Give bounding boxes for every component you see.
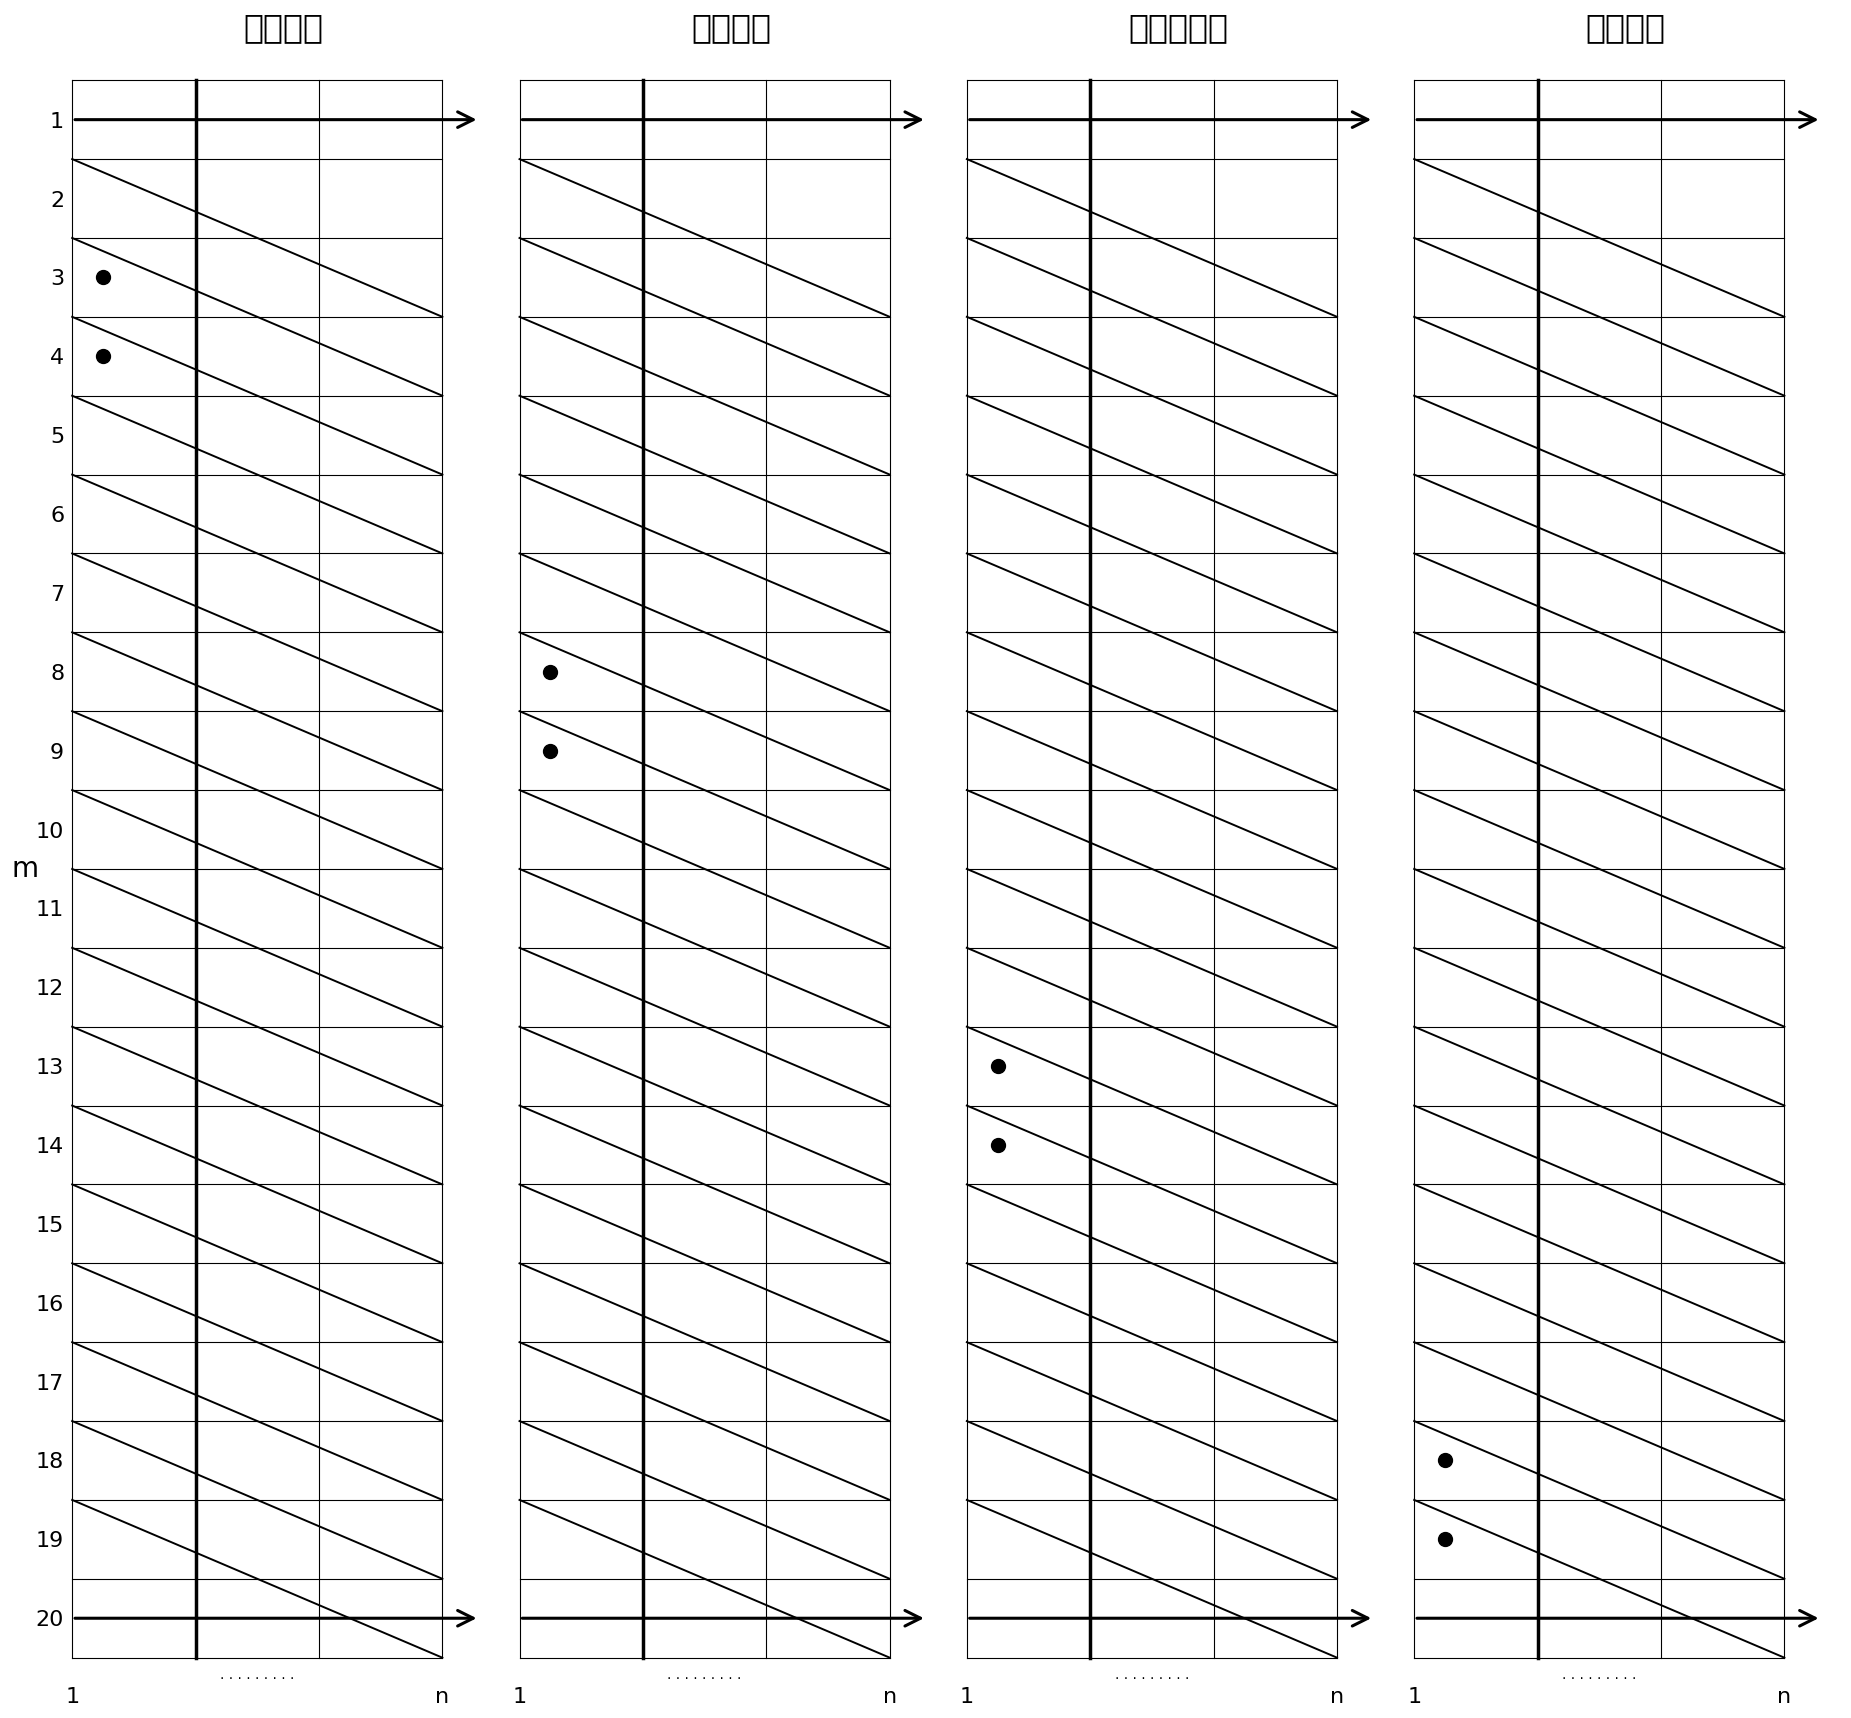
Y-axis label: m: m bbox=[11, 856, 39, 883]
Point bbox=[1431, 1526, 1460, 1553]
Title: 品红色通道: 品红色通道 bbox=[1129, 10, 1229, 45]
Point bbox=[535, 658, 565, 685]
Text: . . . . . . . . .: . . . . . . . . . bbox=[1562, 1668, 1636, 1682]
Text: . . . . . . . . .: . . . . . . . . . bbox=[668, 1668, 742, 1682]
Point bbox=[1431, 1447, 1460, 1474]
Point bbox=[535, 737, 565, 765]
Title: 黄色通道: 黄色通道 bbox=[1586, 10, 1666, 45]
Text: . . . . . . . . .: . . . . . . . . . bbox=[220, 1668, 294, 1682]
Point bbox=[983, 1130, 1012, 1158]
Point bbox=[89, 263, 118, 290]
Title: 黑色通道: 黑色通道 bbox=[244, 10, 324, 45]
Text: . . . . . . . . .: . . . . . . . . . bbox=[1114, 1668, 1188, 1682]
Point bbox=[983, 1053, 1012, 1081]
Point bbox=[89, 342, 118, 369]
Title: 青色通道: 青色通道 bbox=[690, 10, 772, 45]
